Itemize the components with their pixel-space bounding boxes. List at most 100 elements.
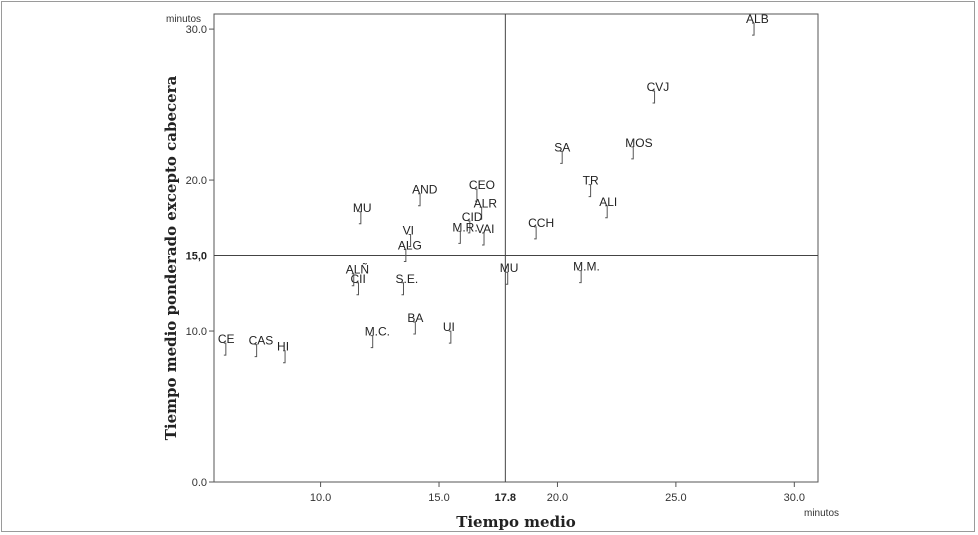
point-label-18: CII <box>350 272 365 286</box>
point-label-22: UI <box>443 320 455 334</box>
data-point-4: TR <box>583 174 599 198</box>
point-label-13: M.R. <box>452 220 477 234</box>
point-label-25: CAS <box>249 334 274 348</box>
data-point-10: CID <box>462 210 483 234</box>
point-marker-3 <box>631 146 634 160</box>
data-point-22: UI <box>443 320 455 344</box>
point-marker-26 <box>283 350 286 364</box>
data-point-11: CCH <box>528 216 554 240</box>
data-point-7: AND <box>412 183 438 207</box>
point-marker-25 <box>254 344 258 358</box>
point-label-1: CVJ <box>647 80 670 94</box>
data-point-14: VAI <box>476 222 494 246</box>
point-marker-9 <box>479 206 483 220</box>
y-tick-label-0: 0.0 <box>192 477 207 489</box>
point-marker-20 <box>351 273 355 287</box>
point-label-17: M.M. <box>573 260 600 274</box>
point-label-14: VAI <box>476 222 494 236</box>
plot-area-border <box>213 13 819 483</box>
point-label-8: MU <box>353 201 372 215</box>
point-label-15: ALG <box>398 239 422 253</box>
point-label-24: CE <box>218 332 235 346</box>
x-tick-label-0: 10.0 <box>310 492 331 504</box>
data-point-18: CII <box>350 272 366 296</box>
reference-lines: 17.8 15,0 <box>186 14 818 504</box>
data-point-9: ALR <box>474 196 498 220</box>
point-marker-24 <box>223 342 227 356</box>
point-marker-1 <box>652 90 656 104</box>
point-marker-8 <box>358 211 362 225</box>
y-tick-label-2: 20.0 <box>186 175 207 187</box>
point-marker-23 <box>370 335 374 349</box>
point-marker-6 <box>474 188 478 202</box>
y-axis-unit: minutos <box>166 14 201 25</box>
point-label-5: ALI <box>599 195 617 209</box>
axes: 0.0 10.0 20.0 30.0 10.0 15.0 20.0 25.0 30.0 <box>186 13 819 504</box>
x-tick-label-2: 20.0 <box>547 492 568 504</box>
x-tick-label-4: 30.0 <box>784 492 805 504</box>
point-label-26: HI <box>277 340 289 354</box>
data-point-20: ALÑ <box>346 263 369 287</box>
data-point-2: SA <box>554 140 570 164</box>
data-point-6: CEO <box>469 178 495 202</box>
point-marker-0 <box>752 22 755 36</box>
x-tick-label-1: 15.0 <box>428 492 449 504</box>
point-marker-21 <box>413 321 416 335</box>
x-axis-unit: minutos <box>804 508 839 519</box>
data-point-25: CAS <box>249 334 274 358</box>
point-label-19: S.E. <box>395 272 418 286</box>
point-marker-11 <box>534 226 537 240</box>
data-point-8: MU <box>353 201 372 225</box>
data-point-5: ALI <box>599 195 617 219</box>
x-axis-title: Tiempo medio <box>456 513 576 531</box>
y-reference-label: 15,0 <box>186 251 207 263</box>
point-marker-5 <box>605 205 608 219</box>
point-label-9: ALR <box>474 196 498 210</box>
data-point-16: MU <box>500 261 519 285</box>
x-reference-label: 17.8 <box>495 492 516 504</box>
point-marker-12 <box>408 233 412 247</box>
x-tick-label-3: 25.0 <box>665 492 686 504</box>
point-label-16: MU <box>500 261 519 275</box>
point-label-3: MOS <box>625 136 652 150</box>
point-label-23: M.C. <box>365 325 390 339</box>
point-marker-7 <box>418 193 421 207</box>
data-point-12: VI <box>403 223 414 247</box>
data-point-19: S.E. <box>395 272 418 296</box>
point-label-7: AND <box>412 183 438 197</box>
point-label-10: CID <box>462 210 483 224</box>
y-tick-label-1: 10.0 <box>186 326 207 338</box>
data-point-15: ALG <box>398 239 422 263</box>
point-label-12: VI <box>403 223 414 237</box>
point-marker-13 <box>458 230 461 244</box>
point-label-4: TR <box>583 174 599 188</box>
point-marker-22 <box>448 330 452 344</box>
data-point-26: HI <box>277 340 289 364</box>
point-marker-4 <box>588 184 592 198</box>
data-point-1: CVJ <box>647 80 670 104</box>
data-point-23: M.C. <box>365 325 390 349</box>
point-label-2: SA <box>554 140 570 154</box>
point-marker-17 <box>579 270 582 284</box>
point-marker-19 <box>401 282 404 296</box>
data-point-17: M.M. <box>573 260 600 284</box>
y-tick-label-3: 30.0 <box>186 24 207 36</box>
point-marker-14 <box>482 232 485 246</box>
data-point-13: M.R. <box>452 220 478 244</box>
data-point-21: BA <box>407 311 423 335</box>
y-axis-title: Tiempo medio ponderado excepto cabecera <box>162 75 180 440</box>
point-label-20: ALÑ <box>346 263 369 277</box>
point-marker-15 <box>403 249 407 263</box>
point-label-0: ALB <box>746 12 769 26</box>
point-marker-10 <box>467 220 471 234</box>
point-label-6: CEO <box>469 178 495 192</box>
data-point-24: CE <box>218 332 235 356</box>
point-marker-16 <box>505 271 509 285</box>
point-label-21: BA <box>407 311 423 325</box>
data-point-3: MOS <box>625 136 653 160</box>
point-marker-2 <box>560 150 563 164</box>
point-label-11: CCH <box>528 216 554 230</box>
